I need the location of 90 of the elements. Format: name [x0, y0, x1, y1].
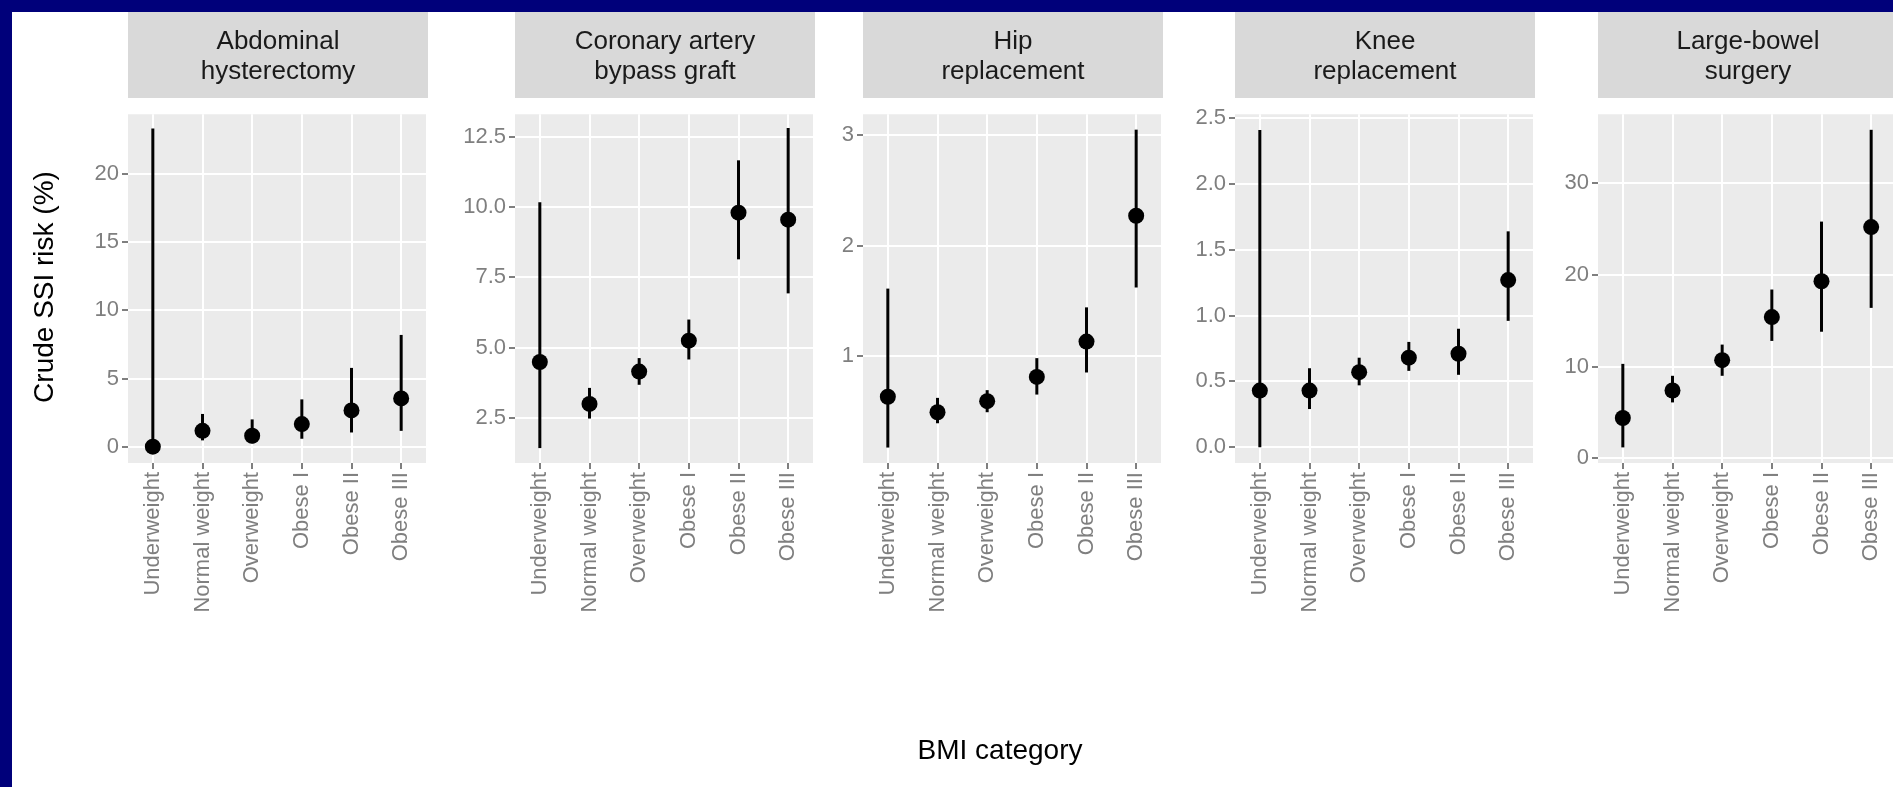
y-tick-label: 5: [106, 364, 119, 390]
y-tick-label: 3: [841, 121, 854, 147]
y-tick-label: 30: [1564, 169, 1589, 195]
point: [1813, 273, 1830, 290]
x-tick-label: Normal weight: [188, 472, 214, 613]
y-tick-label: 0: [1576, 444, 1589, 470]
point: [1400, 349, 1417, 366]
point: [1664, 382, 1681, 399]
y-tick-label: 2: [841, 231, 854, 257]
point: [581, 395, 598, 412]
point: [244, 427, 261, 444]
x-tick-label: Obese III: [1494, 472, 1520, 562]
y-axis-title: Crude SSI risk (%): [28, 171, 60, 403]
x-tick-label: Obese II: [337, 472, 363, 556]
x-tick-label: Obese I: [1394, 472, 1420, 550]
y-tick-label: 2.5: [1195, 104, 1226, 130]
y-tick-label: 20: [94, 160, 119, 186]
y-tick-label: 1.0: [1195, 301, 1226, 327]
y-tick-label: 7.5: [475, 263, 506, 289]
point: [979, 393, 996, 410]
x-tick-label: Obese I: [674, 472, 700, 550]
chart-title: Abdominal hysterectomy: [199, 25, 357, 85]
y-tick-label: 0.0: [1195, 433, 1226, 459]
point: [929, 404, 946, 421]
x-tick-label: Obese II: [724, 472, 750, 556]
point: [730, 204, 747, 221]
x-tick-label: Overweight: [625, 472, 651, 584]
point: [343, 402, 360, 419]
point: [1450, 345, 1467, 362]
y-tick-label: 5.0: [475, 333, 506, 359]
y-tick-label: 2.5: [475, 404, 506, 430]
x-axis-title: BMI category: [917, 734, 1083, 766]
x-tick-label: Underweight: [873, 472, 899, 596]
x-tick-label: Normal weight: [1658, 472, 1684, 613]
point: [631, 363, 648, 380]
point: [1863, 219, 1880, 236]
y-tick-label: 10.0: [463, 193, 506, 219]
x-tick-label: Obese III: [387, 472, 413, 562]
x-tick-label: Obese I: [287, 472, 313, 550]
x-tick-label: Obese II: [1444, 472, 1470, 556]
point: [1301, 382, 1318, 399]
x-tick-label: Obese III: [774, 472, 800, 562]
point: [1351, 364, 1368, 381]
chart-title: Large-bowel surgery: [1675, 25, 1821, 85]
x-tick-label: Overweight: [1345, 472, 1371, 584]
x-tick-label: Obese I: [1022, 472, 1048, 550]
y-tick-label: 2.0: [1195, 170, 1226, 196]
y-tick-label: 10: [94, 296, 119, 322]
point: [1251, 382, 1268, 399]
y-tick-label: 20: [1564, 260, 1589, 286]
point: [879, 388, 896, 405]
point: [1763, 309, 1780, 326]
x-tick-label: Normal weight: [1295, 472, 1321, 613]
y-tick-label: 15: [94, 228, 119, 254]
y-tick-label: 1.5: [1195, 235, 1226, 261]
x-tick-label: Obese III: [1857, 472, 1883, 562]
x-tick-label: Underweight: [1245, 472, 1271, 596]
x-tick-label: Overweight: [1708, 472, 1734, 584]
x-tick-label: Obese II: [1072, 472, 1098, 556]
x-tick-label: Underweight: [138, 472, 164, 596]
point: [1500, 272, 1517, 289]
point: [1128, 207, 1145, 224]
y-tick-label: 0: [106, 432, 119, 458]
x-tick-label: Normal weight: [575, 472, 601, 613]
y-tick-label: 1: [841, 341, 854, 367]
point: [194, 422, 211, 439]
x-tick-label: Obese II: [1807, 472, 1833, 556]
x-tick-label: Obese I: [1757, 472, 1783, 550]
point: [144, 438, 161, 455]
y-tick-label: 0.5: [1195, 367, 1226, 393]
x-tick-label: Underweight: [525, 472, 551, 596]
point: [680, 332, 697, 349]
chart-title: Coronary artery bypass graft: [573, 25, 757, 85]
chart-title: Hip replacement: [940, 25, 1086, 85]
point: [780, 211, 797, 228]
point: [1614, 410, 1631, 427]
x-tick-label: Overweight: [238, 472, 264, 584]
point: [1078, 333, 1095, 350]
point: [393, 390, 410, 407]
point: [1714, 352, 1731, 369]
point: [1028, 368, 1045, 385]
y-tick-label: 12.5: [463, 122, 506, 148]
x-tick-label: Obese III: [1122, 472, 1148, 562]
chart-title: Knee replacement: [1312, 25, 1458, 85]
x-tick-label: Underweight: [1608, 472, 1634, 596]
x-tick-label: Overweight: [973, 472, 999, 584]
x-tick-label: Normal weight: [923, 472, 949, 613]
point: [293, 416, 310, 433]
point: [531, 354, 548, 371]
y-tick-label: 10: [1564, 352, 1589, 378]
